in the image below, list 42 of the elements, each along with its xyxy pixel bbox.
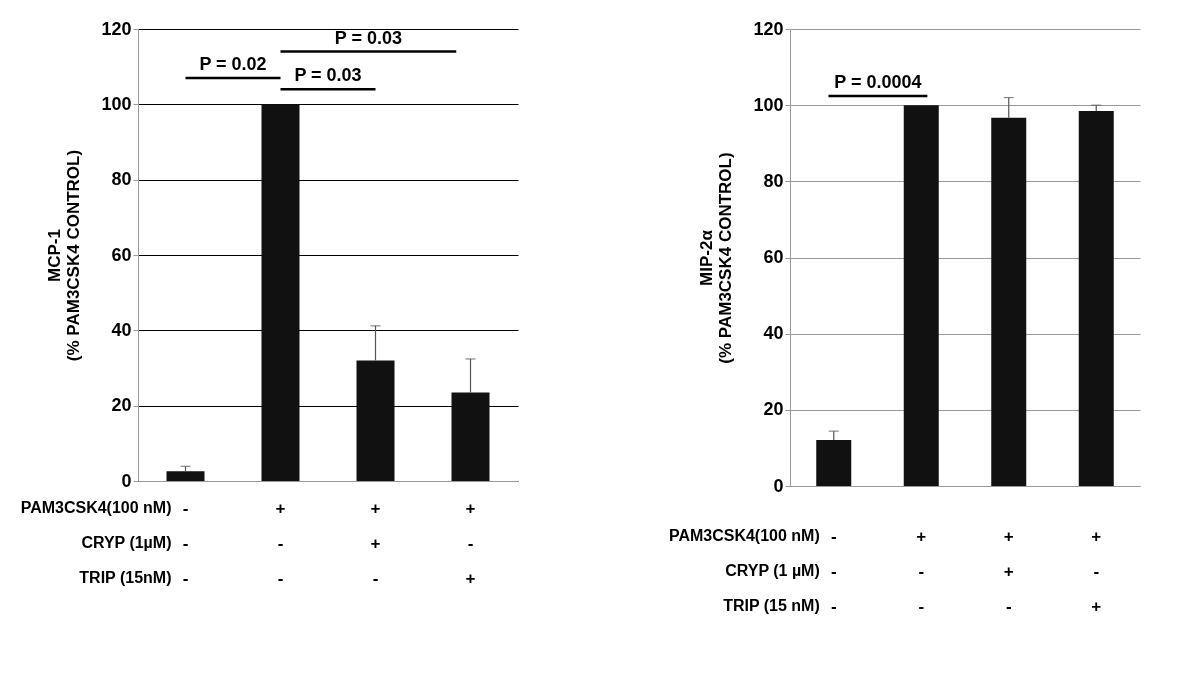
x-tick-label: - - - <box>182 498 189 588</box>
bar <box>356 360 395 481</box>
x-tick-label: - - - <box>830 526 837 616</box>
annotation: P = 0.03 <box>294 65 362 86</box>
x-tick-label: + - - <box>916 526 927 616</box>
bar <box>991 117 1027 486</box>
x-tick-label: + + - <box>1003 526 1014 616</box>
y-tick-label: 60 <box>111 244 132 265</box>
bar <box>903 105 939 486</box>
text: TRIP (15 nM) <box>723 597 820 614</box>
bar <box>166 471 205 481</box>
text: TRIP (15nM) <box>79 569 172 586</box>
x-tick-label: + - + <box>465 498 476 588</box>
annotation: P = 0.0004 <box>834 72 922 93</box>
x-tick-label: + - + <box>1091 526 1102 616</box>
y-tick-label: 80 <box>111 169 132 190</box>
x-tick-label: + + - <box>370 498 381 588</box>
y-tick-label: 120 <box>753 18 784 39</box>
y-tick-label: 0 <box>773 475 784 496</box>
annotation: P = 0.02 <box>199 53 267 74</box>
y-axis-title: MIP-2α (% PAM3CSK4 CONTROL) <box>697 152 736 364</box>
text: CRYP (1 µM) <box>725 562 820 579</box>
y-tick-label: 40 <box>763 323 784 344</box>
y-tick-label: 100 <box>101 93 132 114</box>
bar <box>1078 110 1114 486</box>
y-tick-label: 60 <box>763 247 784 267</box>
x-tick-label: + - - <box>275 498 286 588</box>
y-tick-label: 0 <box>121 470 132 491</box>
y-tick-label: 20 <box>111 395 132 416</box>
y-tick-label: 20 <box>763 399 784 420</box>
annotation: P = 0.03 <box>334 27 402 48</box>
text: PAM3CSK4(100 nM) <box>668 527 820 544</box>
bar <box>261 104 300 481</box>
text: PAM3CSK4(100 nM) <box>20 499 172 516</box>
y-tick-label: 120 <box>101 18 132 39</box>
y-axis-title: MCP-1 (% PAM3CSK4 CONTROL) <box>45 149 84 362</box>
y-tick-label: 100 <box>753 94 784 115</box>
y-tick-label: 80 <box>763 170 784 191</box>
bar <box>451 392 490 481</box>
bar <box>816 439 852 486</box>
text: CRYP (1µM) <box>81 534 172 551</box>
y-tick-label: 40 <box>111 319 132 340</box>
